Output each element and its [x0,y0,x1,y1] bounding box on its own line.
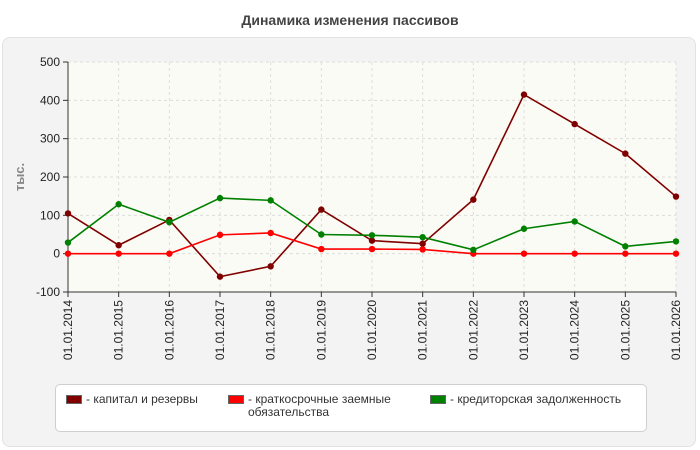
x-tick-label: 01.01.2017 [213,300,227,360]
series-point-1 [115,250,122,257]
series-point-0 [216,273,224,280]
series-point-0 [419,240,426,247]
x-tick-label: 01.01.2020 [365,300,379,360]
series-point-1 [368,245,376,253]
series-point-0 [520,91,528,98]
series-point-0 [115,242,122,249]
y-tick-label: 400 [40,93,60,107]
series-point-0 [64,210,72,217]
series-point-2 [368,232,376,239]
series-point-0 [470,196,477,203]
y-tick-label: 300 [40,132,60,146]
series-point-1 [520,250,528,257]
x-tick-label: 01.01.2015 [112,300,126,360]
y-tick-label: 500 [40,55,60,69]
x-tick-label: 01.01.2025 [618,300,632,360]
chart-title: Динамика изменения пассивов [241,12,459,28]
x-tick-label: 01.01.2023 [517,300,531,360]
series-point-2 [470,246,477,254]
x-tick-label: 01.01.2022 [466,300,480,360]
series-point-2 [166,219,173,226]
legend-label-short-term-loans: - краткосрочные заемные обязательства [248,392,391,419]
series-point-2 [419,233,426,241]
series-point-1 [64,250,72,257]
series-point-2 [672,238,680,245]
x-tick-label: 01.01.2024 [568,300,582,360]
y-tick-label: 200 [40,170,60,184]
x-tick-label: 01.01.2016 [162,300,176,360]
series-point-0 [368,237,376,244]
series-point-2 [318,231,325,238]
legend-label-accounts-payable: - кредиторская задолженность [450,392,622,406]
series-point-1 [318,245,325,253]
y-tick-label: -100 [36,285,60,299]
legend-label-capital: - капитал и резервы [86,392,198,406]
x-tick-label: 01.01.2019 [314,300,328,360]
series-point-2 [571,218,578,225]
series-point-0 [672,193,680,200]
series-point-1 [216,231,224,239]
series-point-1 [419,246,426,253]
series-point-2 [115,201,122,208]
x-tick-label: 01.01.2018 [264,300,278,360]
series-point-1 [166,250,173,257]
legend-swatch-accounts-payable [430,395,446,404]
y-tick-label: 100 [40,208,60,222]
x-tick-label: 01.01.2014 [61,300,75,360]
series-point-0 [318,206,325,213]
chart-legend: - капитал и резервы - краткосрочные заем… [55,384,647,432]
series-point-0 [622,150,629,157]
y-axis-label: тыс. [12,163,27,191]
series-point-1 [672,250,680,257]
series-point-1 [267,229,274,237]
x-tick-label: 01.01.2026 [669,300,683,360]
series-point-2 [520,225,528,232]
legend-swatch-short-term-loans [228,395,244,404]
series-point-2 [216,194,224,202]
series-point-2 [267,197,274,204]
series-point-0 [571,120,578,128]
y-tick-label: 0 [53,247,60,261]
series-point-1 [571,250,578,257]
legend-swatch-capital [66,395,82,404]
x-tick-label: 01.01.2021 [416,300,430,360]
series-point-0 [267,263,274,270]
series-point-1 [622,250,629,257]
series-point-2 [64,239,72,246]
series-point-2 [622,243,629,250]
